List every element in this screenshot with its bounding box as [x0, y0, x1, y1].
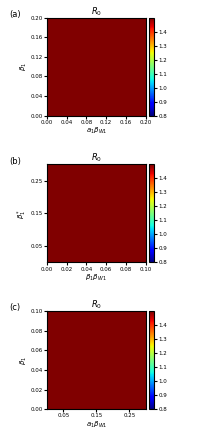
- Text: (b): (b): [9, 157, 21, 165]
- Title: $R_0$: $R_0$: [91, 299, 102, 311]
- Title: $R_0$: $R_0$: [91, 5, 102, 18]
- Text: (c): (c): [9, 304, 20, 312]
- Text: (a): (a): [9, 10, 21, 19]
- X-axis label: $\beta_1\beta_{W1}$: $\beta_1\beta_{W1}$: [85, 273, 107, 283]
- Y-axis label: $\beta_1$: $\beta_1$: [19, 356, 29, 365]
- X-axis label: $a_1\beta_{W1}$: $a_1\beta_{W1}$: [85, 420, 107, 430]
- X-axis label: $a_1\beta_{W1}$: $a_1\beta_{W1}$: [85, 126, 107, 136]
- Title: $R_0$: $R_0$: [91, 152, 102, 165]
- Y-axis label: $\beta_1$: $\beta_1$: [19, 62, 29, 71]
- Y-axis label: $\beta_1^*$: $\beta_1^*$: [16, 208, 29, 219]
